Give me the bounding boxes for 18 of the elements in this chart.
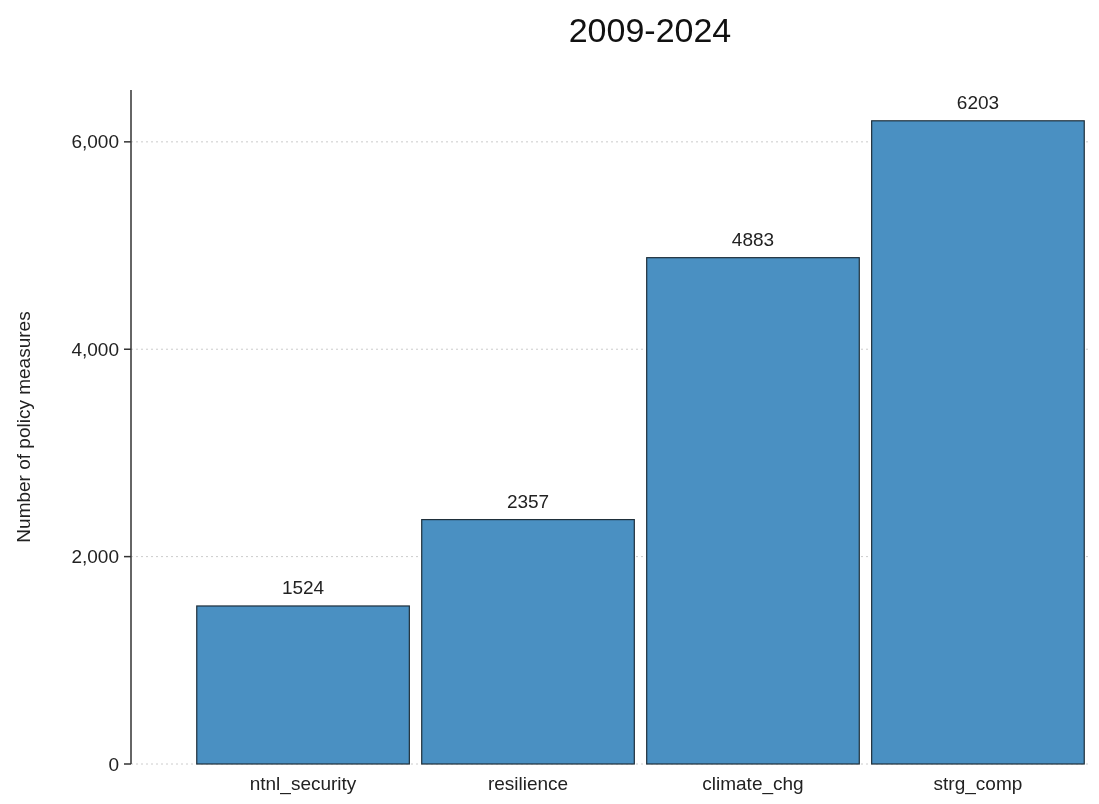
x-tick-label: strg_comp <box>933 773 1023 795</box>
y-tick-label: 4,000 <box>71 338 119 360</box>
chart-title: 2009-2024 <box>568 11 732 49</box>
data-label: 1524 <box>281 576 325 598</box>
y-tick-label: 0 <box>108 753 119 775</box>
y-axis-title: Number of policy measures <box>13 311 34 543</box>
bar <box>421 519 635 765</box>
bar <box>646 257 860 765</box>
y-tick-label: 6,000 <box>71 131 119 153</box>
bar <box>196 605 410 765</box>
x-tick-label: resilience <box>487 773 569 794</box>
bar <box>871 120 1085 765</box>
x-tick-label: ntnl_security <box>249 773 357 795</box>
data-label: 6203 <box>956 91 1000 113</box>
data-label: 4883 <box>731 228 775 250</box>
y-tick-label: 2,000 <box>71 546 119 568</box>
data-label: 2357 <box>506 490 550 512</box>
x-tick-label: climate_chg <box>702 773 804 795</box>
